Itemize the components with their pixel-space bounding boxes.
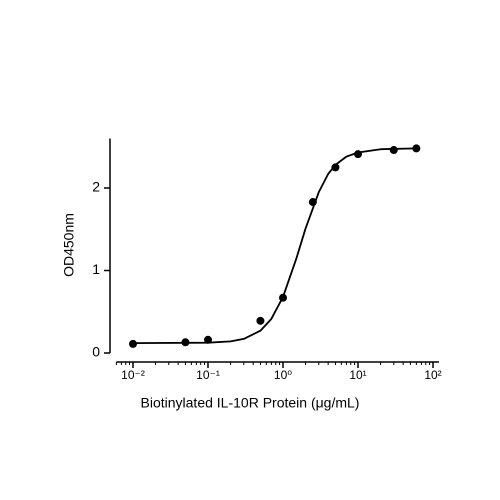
data-point — [412, 144, 421, 153]
data-point — [389, 146, 398, 155]
x-tick-label: 10⁻² — [121, 368, 145, 382]
x-tick-label: 10⁰ — [274, 368, 292, 382]
y-tick-label: 2 — [92, 179, 100, 195]
data-point — [129, 339, 137, 348]
data-point — [331, 163, 340, 172]
x-tick-label: 10² — [424, 368, 441, 382]
y-tick-label: 0 — [92, 344, 100, 360]
x-axis-label: Biotinylated IL-10R Protein (μg/mL) — [141, 395, 360, 411]
fit-curve — [132, 147, 417, 344]
y-axis-label: OD450nm — [61, 213, 77, 277]
y-tick-label: 1 — [92, 261, 100, 277]
x-tick-label: 10⁻¹ — [196, 368, 220, 382]
x-tick-label: 10¹ — [349, 368, 366, 382]
data-point — [256, 316, 265, 325]
